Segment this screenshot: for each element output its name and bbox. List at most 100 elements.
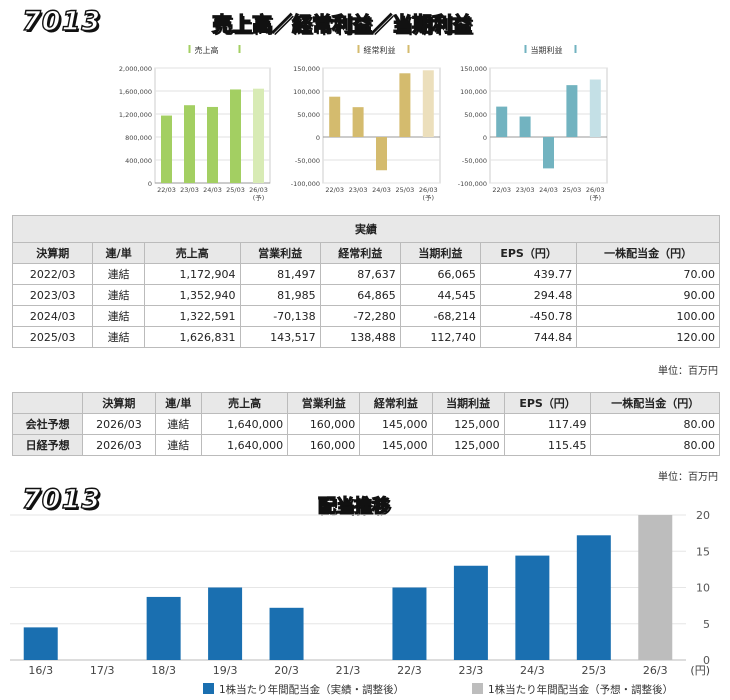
results-header-row: 決算期 連/単 売上高 営業利益 経常利益 当期利益 EPS（円） 一株配当金（円） [11, 242, 720, 264]
y-tick-label-ordinary: 50,000 [297, 111, 320, 119]
table-cell: 117.49 [503, 413, 592, 435]
y-tick-label-net: -100,000 [458, 180, 487, 188]
x-tick-label-net: 25/03 [563, 186, 582, 194]
y-tick-label-ordinary: 0 [316, 134, 320, 142]
column-header: EPS（円） [503, 392, 592, 414]
table-cell: 145,000 [359, 434, 433, 456]
table-cell: 1,172,904 [143, 263, 241, 285]
table-cell: 143,517 [239, 326, 321, 348]
page-title: 売上高／経常利益／当期利益 [211, 11, 472, 36]
table-cell: 294.48 [479, 284, 578, 306]
table-cell: 125,000 [431, 434, 505, 456]
table-cell: 2024/03 [11, 305, 94, 327]
y-tick-label-net: 0 [483, 134, 487, 142]
dividend-bar [576, 535, 611, 660]
column-header: 連/単 [92, 242, 145, 264]
y-tick-label-net: 50,000 [464, 111, 487, 119]
table-cell: -450.78 [479, 305, 578, 327]
dividend-y-tick-label: 0 [703, 654, 710, 667]
dividend-bar [638, 515, 673, 660]
column-header: EPS（円） [479, 242, 578, 264]
bar-ordinary [352, 107, 364, 137]
legend-swatch-sales [188, 45, 191, 53]
x-tick-label-sales: 24/03 [203, 186, 222, 194]
table-cell: 2026/03 [82, 434, 156, 456]
table-cell: 連結 [154, 413, 203, 435]
table-cell: 160,000 [287, 413, 361, 435]
dividend-bar [269, 607, 304, 660]
column-header: 売上高 [201, 392, 289, 414]
y-tick-label-sales: 1,200,000 [119, 111, 152, 119]
dividend-y-tick-label: 10 [696, 582, 710, 595]
x-tick-label-ordinary: 24/03 [372, 186, 391, 194]
bar-net [496, 106, 508, 137]
dividend-stock-code: 7013 [21, 483, 102, 515]
column-header: 経常利益 [359, 392, 433, 414]
x-tick-label-net: 22/03 [492, 186, 511, 194]
table-cell: 744.84 [479, 326, 578, 348]
x-tick-note-ordinary: (予) [423, 194, 435, 202]
dividend-bar [392, 587, 427, 660]
mini-chart-net: 当期利益 150,000 100,000 50,000 0 -50,000 -100,000… [458, 45, 608, 202]
results-caption: 実績 [12, 215, 720, 243]
dividend-x-tick-label: 20/3 [274, 664, 299, 677]
table-cell: -72,280 [319, 305, 401, 327]
table-row: 2022/03 連結 1,172,904 81,497 87,637 66,065 439.… [11, 263, 720, 285]
table-cell: 連結 [92, 305, 145, 327]
table-cell: 138,488 [319, 326, 401, 348]
table-cell: 1,626,831 [143, 326, 241, 348]
dividend-bar [208, 587, 243, 660]
table-cell: 日経予想 [11, 434, 84, 456]
y-tick-label-ordinary: -100,000 [291, 180, 320, 188]
column-header: 経常利益 [319, 242, 401, 264]
dividend-x-tick-label: 18/3 [151, 664, 176, 677]
dividend-x-tick-label: 19/3 [213, 664, 238, 677]
column-header [11, 392, 84, 414]
table-cell: 2022/03 [11, 263, 94, 285]
y-tick-label-sales: 800,000 [125, 134, 152, 142]
column-header: 決算期 [11, 242, 94, 264]
dividend-bar [23, 627, 58, 660]
stock-code: 7013 [21, 5, 102, 37]
y-tick-label-sales: 1,600,000 [119, 88, 152, 96]
mini-chart-sales: 売上高 2,000,000 1,600,000 1,200,000 800,000 400… [119, 45, 271, 202]
dividend-y-tick-label: 20 [696, 509, 710, 522]
x-tick-label-sales: 22/03 [157, 186, 176, 194]
x-tick-note-net: (予) [590, 194, 602, 202]
y-tick-label-ordinary: -50,000 [295, 157, 320, 165]
x-tick-label-sales: 25/03 [226, 186, 245, 194]
bar-sales [161, 115, 172, 183]
bar-ordinary [399, 73, 411, 137]
table-cell: 連結 [92, 284, 145, 306]
dividend-unit-label: (円) [690, 664, 710, 677]
x-tick-label-ordinary: 22/03 [325, 186, 344, 194]
table-cell: 1,352,940 [143, 284, 241, 306]
table-cell: 120.00 [576, 326, 720, 348]
table-cell: 64,865 [319, 284, 401, 306]
table-cell: 2026/03 [82, 413, 156, 435]
dividend-title: 配当推移 [317, 495, 390, 517]
dividend-x-tick-label: 26/3 [643, 664, 668, 677]
dividend-bar [146, 596, 181, 660]
table-cell: 80.00 [590, 434, 720, 456]
dividend-bar [515, 555, 550, 660]
y-tick-label-ordinary: 100,000 [293, 88, 320, 96]
column-header: 決算期 [82, 392, 156, 414]
forecast-table: 決算期 連/単 売上高 営業利益 経常利益 当期利益 EPS（円） 一株配当金（円） 会社予想… [11, 392, 720, 456]
legend-swatch-right-sales [238, 45, 241, 53]
bar-sales [184, 105, 195, 183]
table-cell: 115.45 [503, 434, 592, 456]
table-row: 2023/03 連結 1,352,940 81,985 64,865 44,545 294.… [11, 284, 720, 306]
forecast-unit: 単位：百万円 [658, 472, 718, 483]
dividend-y-tick-label: 15 [696, 545, 710, 558]
bar-sales [230, 89, 241, 183]
table-cell: 439.77 [479, 263, 578, 285]
dividend-x-tick-label: 23/3 [459, 664, 484, 677]
y-tick-label-sales: 400,000 [125, 157, 152, 165]
dividend-legend-swatch-actual [203, 683, 214, 694]
x-tick-label-ordinary: 25/03 [396, 186, 415, 194]
table-row: 日経予想 2026/03 連結 1,640,000 160,000 145,000 125,… [11, 434, 720, 456]
table-cell: -70,138 [239, 305, 321, 327]
dividend-x-tick-label: 24/3 [520, 664, 545, 677]
bar-net [566, 85, 578, 137]
